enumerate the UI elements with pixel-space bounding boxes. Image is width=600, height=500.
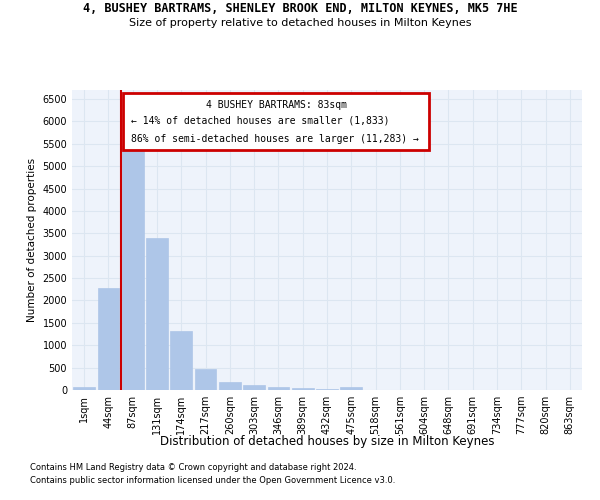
Text: Size of property relative to detached houses in Milton Keynes: Size of property relative to detached ho… [129,18,471,28]
Bar [243,386,265,390]
Bar [97,288,119,390]
Text: ← 14% of detached houses are smaller (1,833): ← 14% of detached houses are smaller (1,… [131,116,389,126]
Text: Contains public sector information licensed under the Open Government Licence v3: Contains public sector information licen… [30,476,395,485]
Text: 4, BUSHEY BARTRAMS, SHENLEY BROOK END, MILTON KEYNES, MK5 7HE: 4, BUSHEY BARTRAMS, SHENLEY BROOK END, M… [83,2,517,16]
Bar [340,388,362,390]
Bar [292,388,314,390]
Text: 4 BUSHEY BARTRAMS: 83sqm: 4 BUSHEY BARTRAMS: 83sqm [205,100,347,110]
Bar [146,238,168,390]
Y-axis label: Number of detached properties: Number of detached properties [27,158,37,322]
Bar [194,368,217,390]
Text: 86% of semi-detached houses are larger (11,283) →: 86% of semi-detached houses are larger (… [131,134,419,143]
Text: Contains HM Land Registry data © Crown copyright and database right 2024.: Contains HM Land Registry data © Crown c… [30,464,356,472]
Bar [268,387,289,390]
Bar [316,388,338,390]
FancyBboxPatch shape [123,93,429,150]
Bar [122,146,143,390]
Text: Distribution of detached houses by size in Milton Keynes: Distribution of detached houses by size … [160,435,494,448]
Bar [219,382,241,390]
Bar [73,387,95,390]
Bar [170,332,192,390]
